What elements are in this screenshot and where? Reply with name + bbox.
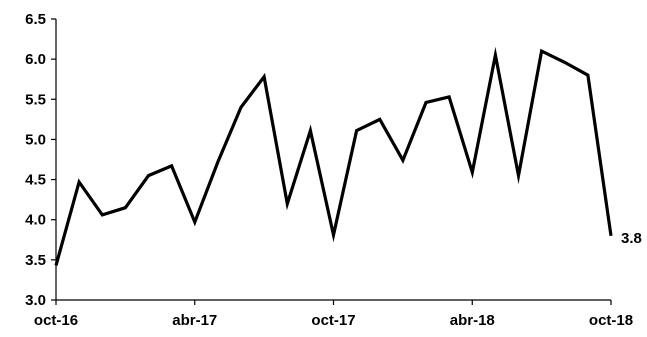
x-axis: oct-16 abr-17 oct-17 abr-18 oct-18 bbox=[34, 299, 633, 329]
y-tick-label: 6.0 bbox=[25, 51, 46, 68]
x-tick-label: abr-18 bbox=[450, 312, 495, 329]
x-tick-label: abr-17 bbox=[172, 312, 217, 329]
series-layer bbox=[54, 46, 613, 266]
y-tick-label: 6.5 bbox=[25, 11, 46, 28]
y-tick-label: 4.0 bbox=[25, 212, 46, 229]
x-tick-label: oct-18 bbox=[589, 312, 633, 329]
annotation-layer: 3.8 bbox=[621, 230, 642, 247]
y-tick-label: 5.0 bbox=[25, 131, 46, 148]
y-tick-label: 3.5 bbox=[25, 252, 46, 269]
x-tick-label: oct-17 bbox=[311, 312, 355, 329]
series-line bbox=[54, 46, 613, 266]
x-tick-label: oct-16 bbox=[34, 312, 78, 329]
y-tick-label: 5.5 bbox=[25, 91, 46, 108]
data-label: 3.8 bbox=[621, 230, 642, 247]
y-tick-label: 4.5 bbox=[25, 172, 46, 189]
y-tick-label: 3.0 bbox=[25, 292, 46, 309]
y-axis: 3.0 3.5 4.0 4.5 5.0 5.5 6.0 6.5 bbox=[25, 11, 57, 309]
